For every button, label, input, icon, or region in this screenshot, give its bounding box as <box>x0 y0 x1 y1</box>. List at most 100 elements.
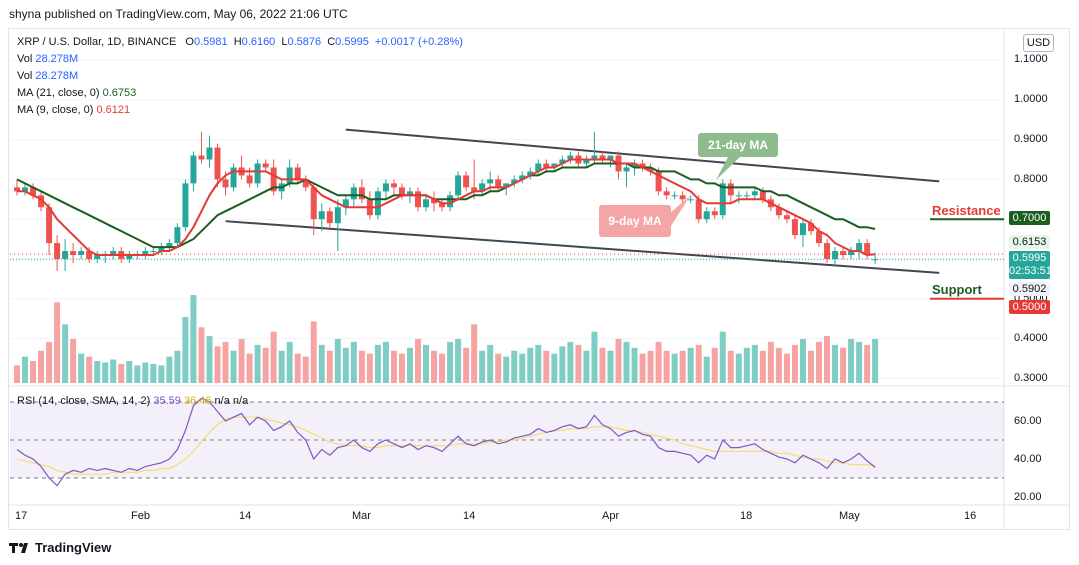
candle-body <box>447 195 454 208</box>
candle-body <box>222 179 229 188</box>
volume-bar <box>511 350 518 383</box>
price-tick: 0.9000 <box>1014 133 1048 145</box>
close-value: 0.5995 <box>335 36 369 48</box>
candle-body <box>631 163 638 168</box>
volume-bar <box>270 331 277 383</box>
legend-ma9[interactable]: MA (9, close, 0) 0.6121 <box>17 104 131 116</box>
legend-ma21[interactable]: MA (21, close, 0) 0.6753 <box>17 87 137 99</box>
ma9-annotation: 9-day MA <box>599 205 671 237</box>
x-tick: 17 <box>15 510 28 522</box>
volume-bar <box>575 344 582 383</box>
volume-bar <box>824 336 831 383</box>
volume-bar <box>230 350 237 383</box>
volume-bar <box>655 341 662 383</box>
volume-bar <box>350 341 357 383</box>
legend-vol-1[interactable]: Vol 28.278M <box>17 53 79 65</box>
x-tick: Apr <box>602 510 620 522</box>
candle-body <box>78 251 85 256</box>
support-label: Support <box>932 282 982 297</box>
candle-body <box>150 251 157 253</box>
volume-bar <box>743 347 750 383</box>
volume-bar <box>479 350 486 383</box>
candle-body <box>158 247 165 252</box>
candle-body <box>583 159 590 164</box>
volume-bar <box>94 361 101 383</box>
volume-bar <box>366 353 373 383</box>
volume-bar <box>406 347 413 383</box>
volume-bar <box>198 327 205 383</box>
volume-bar <box>246 353 253 383</box>
candle-body <box>326 211 333 224</box>
volume-bar <box>326 350 333 383</box>
volume-bar <box>848 339 855 383</box>
candle-body <box>511 179 518 184</box>
candle-body <box>567 155 574 160</box>
candle-body <box>783 215 790 220</box>
volume-bar <box>286 341 293 383</box>
candle-body <box>142 251 149 256</box>
volume-bar <box>166 356 173 383</box>
channel-lower-line <box>225 220 940 274</box>
candle-body <box>719 183 726 216</box>
tradingview-logo[interactable]: TradingView <box>9 540 111 555</box>
candle-body <box>791 219 798 236</box>
currency-button[interactable]: USD <box>1023 34 1054 52</box>
x-tick: Mar <box>352 510 371 522</box>
volume-bar <box>342 347 349 383</box>
volume-bar <box>174 350 181 383</box>
volume-bar <box>551 353 558 383</box>
volume-bar <box>816 341 822 383</box>
volume-bar <box>543 350 550 383</box>
volume-bar <box>519 353 526 383</box>
rsi-sma-value: 36.46 <box>183 395 212 407</box>
legend-vol-2[interactable]: Vol 28.278M <box>17 70 79 82</box>
candle-body <box>840 251 847 256</box>
candle-body <box>487 179 494 184</box>
volume-bar <box>856 341 863 383</box>
high-value: 0.6160 <box>241 36 276 48</box>
volume-bar <box>294 353 301 383</box>
candle-body <box>166 243 173 248</box>
candle-body <box>455 175 462 196</box>
volume-bar <box>719 331 726 383</box>
price-tick: 1.0000 <box>1014 93 1048 105</box>
candle-body <box>655 171 662 192</box>
volume-bar <box>382 341 389 383</box>
candle-body <box>543 163 550 168</box>
x-tick: 18 <box>740 510 753 522</box>
volume-bar <box>567 341 574 383</box>
candle-body <box>759 191 766 200</box>
rsi-sma-line <box>16 416 876 475</box>
volume-bar <box>118 363 125 383</box>
rsi-tick: 40.00 <box>1014 453 1042 465</box>
candle-body <box>358 187 365 200</box>
volume-bar <box>206 336 213 383</box>
volume-bar <box>358 350 365 383</box>
volume-bar <box>503 356 510 383</box>
candle-body <box>94 255 101 259</box>
candle-body <box>390 183 397 188</box>
volume-bar <box>22 356 29 383</box>
candle-body <box>727 183 734 196</box>
candle-body <box>864 243 871 256</box>
volume-bar <box>631 347 638 383</box>
candle-body <box>174 227 181 244</box>
symbol-legend: XRP / U.S. Dollar, 1D, BINANCE O0.5981 H… <box>17 36 463 48</box>
volume-bar <box>623 341 630 383</box>
candle-body <box>519 175 526 180</box>
candle-body <box>30 187 37 196</box>
volume-bar <box>214 346 221 383</box>
publish-header: shyna published on TradingView.com, May … <box>9 7 348 21</box>
rsi-legend[interactable]: RSI (14, close, SMA, 14, 2) 35.59 36.46 … <box>17 395 249 407</box>
volume-bar <box>735 353 742 383</box>
candle-body <box>342 199 349 208</box>
volume-bar <box>535 344 542 383</box>
rsi-tick: 20.00 <box>1014 491 1042 503</box>
candle-body <box>398 187 405 196</box>
ma21-annotation: 21-day MA <box>698 133 778 157</box>
candle-body <box>832 251 839 259</box>
volume-bar <box>455 339 462 383</box>
candle-body <box>607 155 614 160</box>
support-price-tag: 0.5000 <box>1009 300 1050 314</box>
